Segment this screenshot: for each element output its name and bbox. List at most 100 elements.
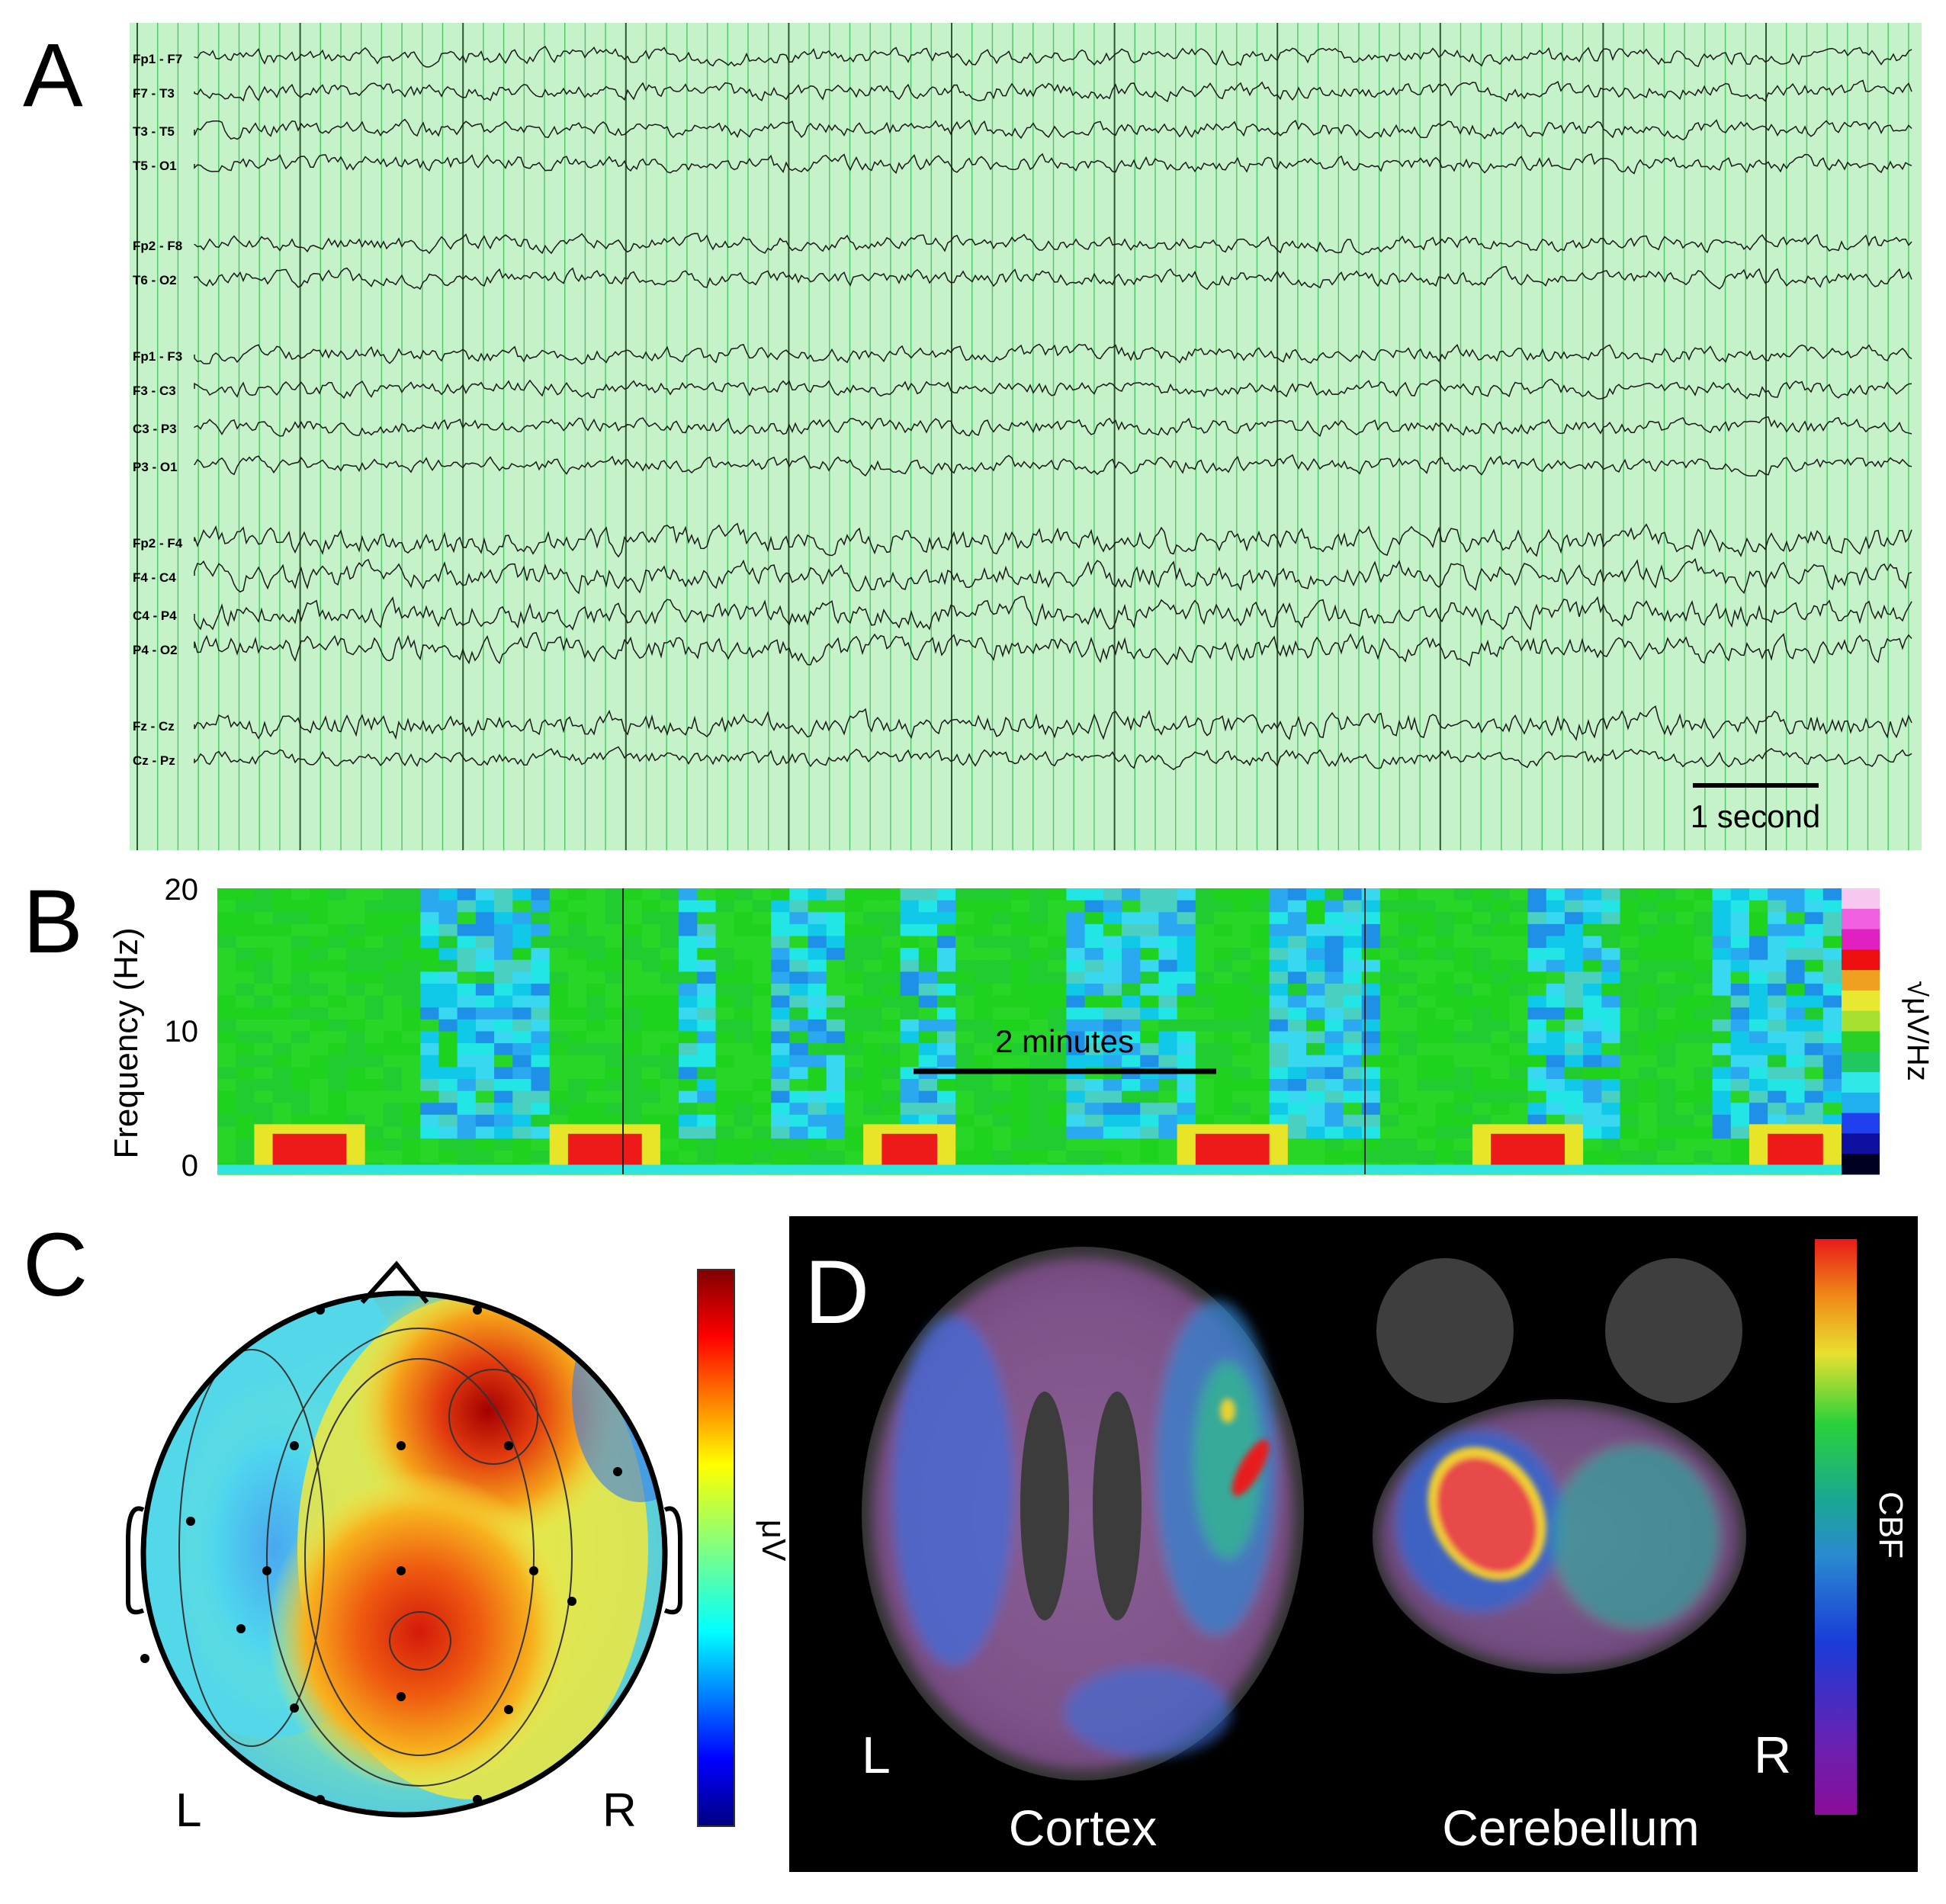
spectrogram-cell: [697, 984, 717, 997]
spectrogram-cell: [752, 888, 772, 901]
spectrogram-cell: [272, 1007, 292, 1020]
spectrogram-cell: [863, 1114, 882, 1128]
spectrogram-cell: [383, 1019, 403, 1032]
spectrogram-cell: [364, 1103, 384, 1116]
spectrogram-cell: [1675, 1114, 1694, 1128]
spectrogram-cell: [1527, 912, 1547, 925]
spectrogram-cell: [512, 995, 532, 1008]
spectrogram-cell: [1177, 1103, 1196, 1116]
spectrogram-cell: [1822, 995, 1842, 1008]
spectrogram-colorbar-step: [1842, 949, 1880, 971]
spectrogram-cell: [844, 1090, 864, 1103]
spectrogram-cell: [438, 923, 458, 937]
spectrogram-cell: [1564, 1090, 1584, 1103]
spectrogram-cell: [567, 948, 587, 961]
eeg-trace: [194, 233, 1912, 255]
spectrogram-cell: [679, 1067, 698, 1080]
spectrogram-cell: [1712, 1090, 1732, 1103]
spectrogram-cell: [475, 1067, 495, 1080]
spectrogram-cell: [1398, 1019, 1418, 1032]
spectrogram-cell: [641, 900, 661, 913]
spectrogram-cell: [1361, 1067, 1381, 1080]
spectrogram-cell: [955, 971, 975, 984]
spectrogram-cell: [715, 1007, 735, 1020]
spectrogram-cell: [1564, 984, 1584, 997]
spectrogram-cell: [1158, 936, 1178, 949]
spectrogram-cell: [1675, 923, 1694, 937]
spectrogram-colorbar-step: [1842, 1154, 1880, 1175]
spectrogram-cell: [1564, 995, 1584, 1008]
spectrogram-cell: [1177, 1007, 1196, 1020]
spectrogram-cell: [346, 1079, 366, 1092]
spectrogram-cell: [844, 936, 864, 949]
eeg-channel-label: F7 - T3: [133, 86, 175, 101]
spectrogram-cell: [1749, 1019, 1768, 1032]
spectrogram-cell: [623, 1055, 643, 1068]
spectrogram-cell: [1822, 912, 1842, 925]
spectrogram-cell: [1472, 948, 1492, 961]
spectrogram-cell: [1509, 1007, 1529, 1020]
topomap-colorbar: [697, 1269, 735, 1827]
spectrogram-cell: [1822, 923, 1842, 937]
spectrogram-cell: [679, 1043, 698, 1056]
spectrogram-cell: [531, 1090, 551, 1103]
spectrogram-cell: [567, 1114, 587, 1128]
spectrogram-cell: [531, 1019, 551, 1032]
spectrogram-cell: [992, 1150, 1012, 1163]
spectrogram-cell: [531, 900, 551, 913]
spectrogram-cell: [1509, 1114, 1529, 1128]
spectrogram-cell: [1656, 1019, 1676, 1032]
spectrogram-cell: [346, 1055, 366, 1068]
spectrogram-cell: [1398, 1079, 1418, 1092]
spectrogram-cell: [992, 888, 1012, 901]
spectrogram-cell: [1527, 1090, 1547, 1103]
spectrogram-cell: [1325, 923, 1344, 937]
spectrogram-cell: [771, 923, 790, 937]
spectrogram-cell: [1417, 923, 1437, 937]
spectrogram-cell: [1343, 923, 1363, 937]
spectrogram-cell: [1675, 912, 1694, 925]
spectrogram-cell: [586, 984, 605, 997]
spectrogram-cell: [1491, 959, 1510, 972]
spectrogram-cell: [844, 971, 864, 984]
spectrogram-cell: [826, 984, 846, 997]
eeg-grid: [136, 23, 1909, 850]
spectrogram-cell: [457, 971, 477, 984]
spectrogram-cell: [383, 1103, 403, 1116]
eeg-channel-label: C3 - P3: [133, 422, 177, 436]
spectrogram-cell: [383, 936, 403, 949]
spectrogram-cell: [1010, 948, 1030, 961]
spectrogram-cell: [808, 1138, 827, 1151]
spectrogram-cell: [549, 936, 569, 949]
spectrogram-cell: [457, 1067, 477, 1080]
spectrogram-cell: [383, 923, 403, 937]
spectrogram-cell: [1269, 995, 1289, 1008]
spectrogram-cell: [512, 900, 532, 913]
spectrogram-cell: [1675, 995, 1694, 1008]
spectrogram-cell: [1122, 1138, 1141, 1151]
spectrogram-cell: [1786, 984, 1806, 997]
spectrogram-cell: [863, 923, 882, 937]
spectrogram-cell: [734, 1150, 753, 1163]
spectrogram-cell: [1084, 923, 1104, 937]
spectrogram-cell: [1527, 971, 1547, 984]
spectrogram-cell: [1694, 1007, 1713, 1020]
spectrogram-cell: [364, 1079, 384, 1092]
spectrogram-cell: [1177, 971, 1196, 984]
spectrogram-cell: [1361, 1055, 1381, 1068]
spectrogram-cell: [512, 959, 532, 972]
spectrogram-cell: [1010, 1079, 1030, 1092]
spectrogram-cell: [1343, 912, 1363, 925]
spectrogram-cell: [346, 1031, 366, 1044]
spectrogram-cell: [1177, 1031, 1196, 1044]
spectrogram-cell: [1546, 995, 1565, 1008]
spectrogram-cell: [808, 912, 827, 925]
spectrogram-cell: [1675, 971, 1694, 984]
spectrogram-cell: [1122, 1043, 1141, 1056]
spectrogram-cell: [1379, 1019, 1399, 1032]
spectrogram-cell: [881, 923, 901, 937]
spectrogram-cell: [1066, 1007, 1086, 1020]
spectrogram-cell: [1269, 1043, 1289, 1056]
spectrogram-cell: [1822, 971, 1842, 984]
spectrogram-cell: [1269, 971, 1289, 984]
